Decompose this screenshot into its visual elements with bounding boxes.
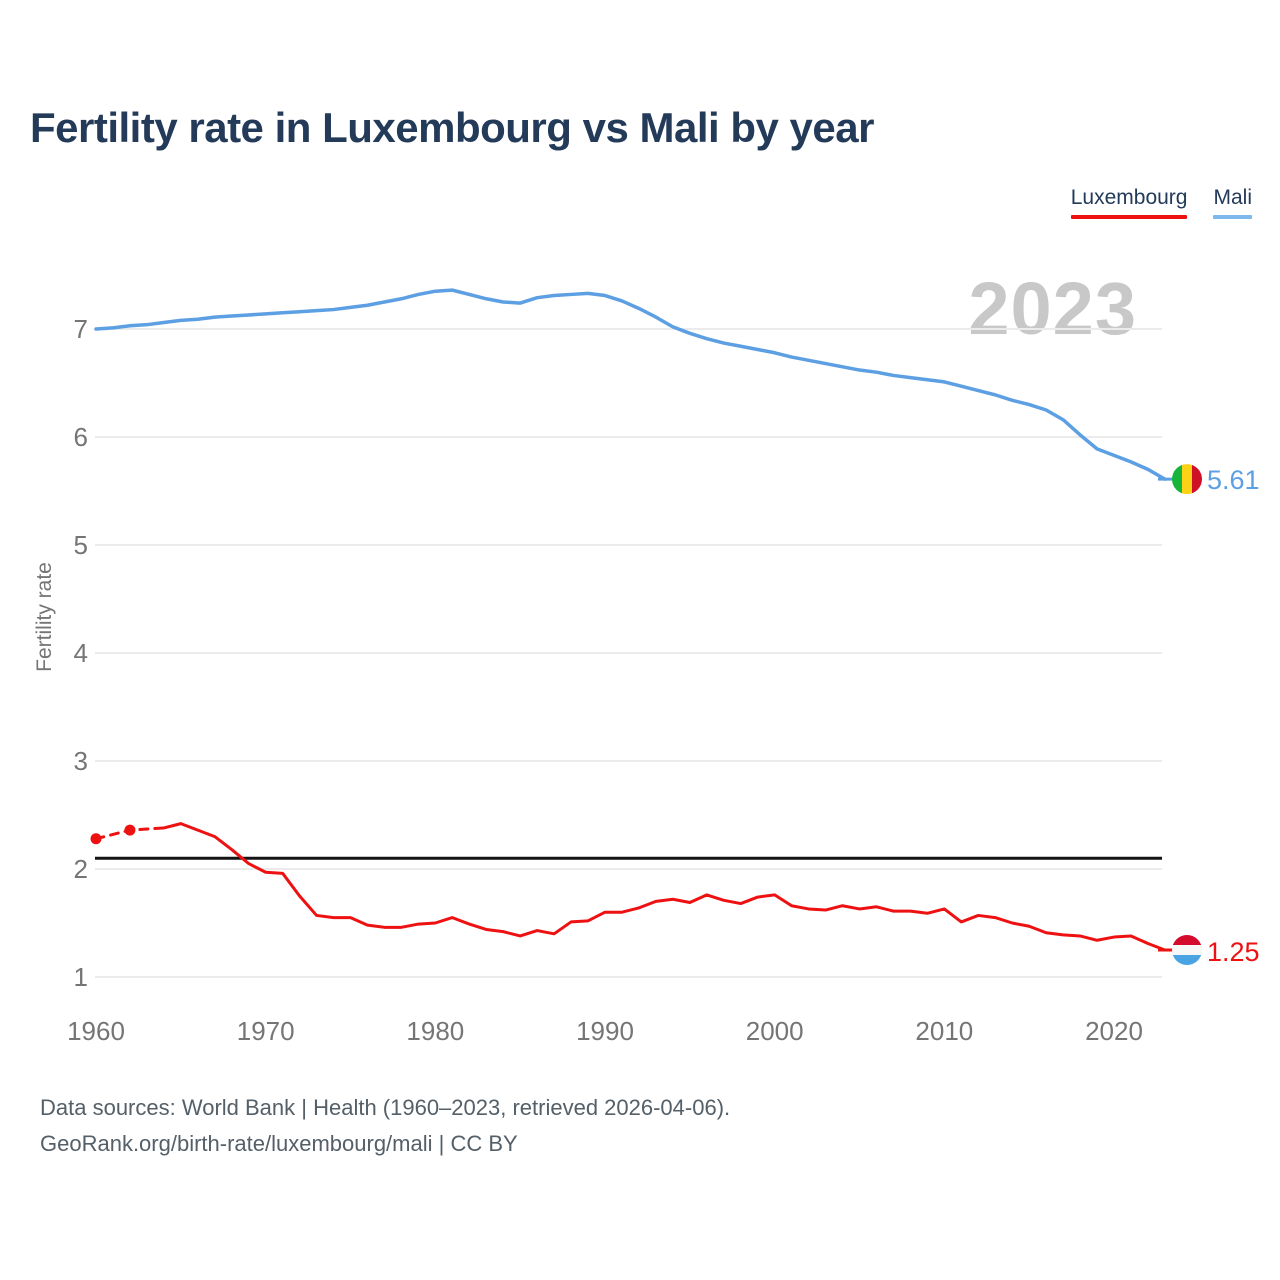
y-tick-label-3: 3	[74, 746, 88, 776]
legend-item-mali[interactable]: Mali	[1213, 186, 1252, 219]
y-tick-label-2: 2	[74, 854, 88, 884]
luxembourg-series-line[interactable]	[162, 822, 1167, 952]
y-tick-label-5: 5	[74, 530, 88, 560]
luxembourg-marker-1960	[90, 833, 102, 845]
y-tick-label-1: 1	[74, 962, 88, 992]
legend-underline-luxembourg	[1070, 215, 1188, 219]
footer: Data sources: World Bank | Health (1960–…	[40, 1090, 730, 1162]
x-tick-label-2010: 2010	[915, 1016, 973, 1046]
luxembourg-end-value-label: 1.25	[1207, 937, 1260, 967]
legend-item-luxembourg[interactable]: Luxembourg	[1070, 186, 1188, 219]
y-tick-label-6: 6	[74, 422, 88, 452]
mali-series-line[interactable]	[94, 288, 1167, 481]
x-tick-label-1960: 1960	[67, 1016, 125, 1046]
watermark-year: 2023	[968, 267, 1137, 350]
footer-data-sources: Data sources: World Bank | Health (1960–…	[40, 1095, 731, 1120]
x-tick-label-1980: 1980	[406, 1016, 464, 1046]
x-tick-label-2020: 2020	[1085, 1016, 1143, 1046]
luxembourg-flag-icon	[1172, 935, 1202, 965]
luxembourg-marker-1962	[124, 824, 136, 836]
legend: Luxembourg Mali	[1070, 186, 1252, 219]
mali-end-value-label: 5.61	[1207, 465, 1260, 495]
x-tick-label-1970: 1970	[237, 1016, 295, 1046]
legend-underline-mali	[1213, 215, 1252, 219]
y-tick-label-4: 4	[74, 638, 88, 668]
x-tick-label-1990: 1990	[576, 1016, 634, 1046]
page-title: Fertility rate in Luxembourg vs Mali by …	[30, 104, 874, 151]
legend-label-luxembourg: Luxembourg	[1070, 186, 1188, 209]
mali-flag-icon	[1172, 464, 1202, 495]
footer-attribution: GeoRank.org/birth-rate/luxembourg/mali |…	[40, 1131, 518, 1156]
legend-label-mali: Mali	[1213, 186, 1252, 209]
y-tick-label-7: 7	[74, 314, 88, 344]
x-tick-label-2000: 2000	[746, 1016, 804, 1046]
